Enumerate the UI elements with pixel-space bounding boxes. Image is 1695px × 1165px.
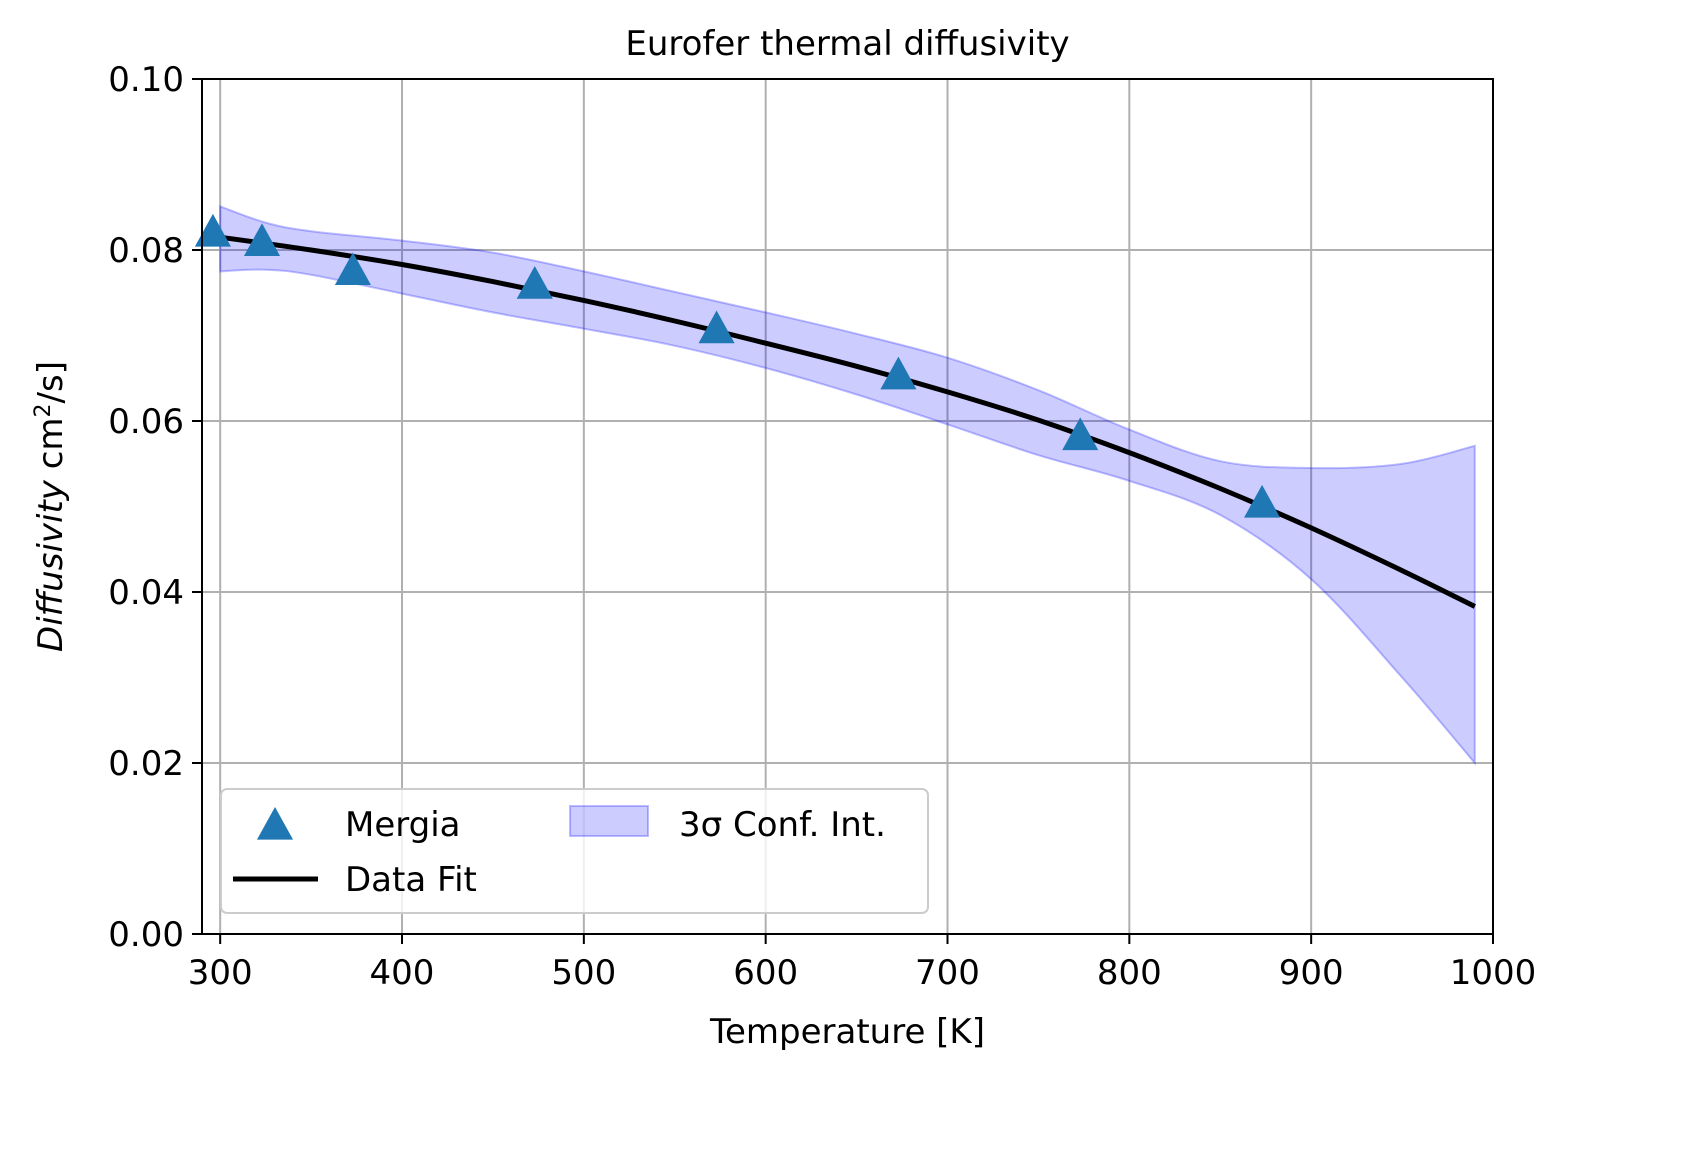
mergia-point <box>1062 417 1099 451</box>
mergia-point <box>1244 484 1281 518</box>
mergia-point <box>880 356 917 390</box>
legend-band-label: 3σ Conf. Int. <box>679 805 886 845</box>
mergia-point <box>516 266 553 299</box>
data-fit-line <box>219 234 1476 609</box>
mergia-point <box>698 310 735 344</box>
x-tick-label: 1000 <box>1450 953 1537 993</box>
y-axis-title: Diffusivity cm2/s] <box>31 361 72 652</box>
fit-line-layer <box>219 234 1476 609</box>
legend-fit-label: Data Fit <box>345 860 477 900</box>
y-tick-label: 0.06 <box>108 402 184 442</box>
x-tick-label: 900 <box>1279 953 1344 993</box>
y-tick-label: 0.02 <box>108 744 184 784</box>
y-tick-label: 0.00 <box>108 915 184 955</box>
mergia-point <box>334 252 371 286</box>
y-axis-title-italic: Diffusivity <box>31 479 71 652</box>
mergia-point <box>243 223 281 256</box>
y-axis-title-unit: cm <box>31 417 71 480</box>
y-tick-label: 0.10 <box>108 60 184 100</box>
y-axis-title-sup: 2 <box>31 403 56 417</box>
x-tick-label: 500 <box>551 953 616 993</box>
mergia-point <box>194 213 231 247</box>
plot-frame <box>201 78 1494 935</box>
legend: Mergia Data Fit 3σ Conf. Int. <box>220 788 929 914</box>
legend-band-swatch <box>569 805 649 837</box>
chart-title: Eurofer thermal diffusivity <box>625 24 1069 64</box>
x-tick-label: 800 <box>1097 953 1162 993</box>
x-tick-label: 300 <box>188 953 253 993</box>
y-tick-label: 0.08 <box>108 231 184 271</box>
confidence-band <box>219 204 1476 766</box>
y-axis-title-unit-tail: /s] <box>31 361 71 403</box>
legend-mergia-label: Mergia <box>345 805 461 845</box>
marker-layer <box>194 213 1281 518</box>
confidence-band-layer <box>219 204 1476 766</box>
x-tick-label: 600 <box>733 953 798 993</box>
x-tick-label: 400 <box>370 953 435 993</box>
y-tick-label: 0.04 <box>108 573 184 613</box>
x-axis-title: Temperature [K] <box>709 1012 985 1052</box>
legend-box <box>220 788 929 914</box>
x-tick-label: 700 <box>915 953 980 993</box>
legend-mergia-marker-icon <box>256 807 294 840</box>
ticks: 300 400 500 600 700 800 900 1000 0.00 0.02 0.04 0.0… <box>108 60 1536 993</box>
